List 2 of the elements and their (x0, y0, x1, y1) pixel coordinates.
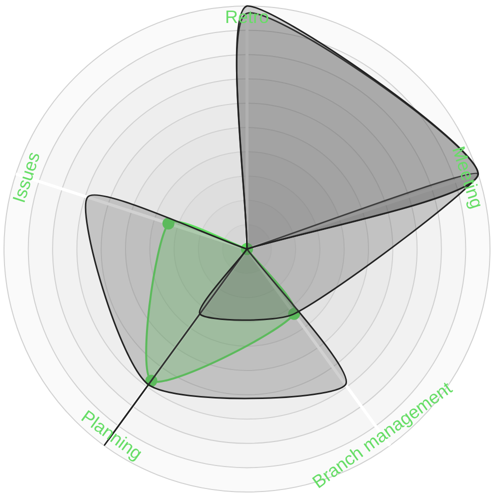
spoke-label: Issues (8, 149, 44, 206)
spoke-label: Meeting (448, 144, 488, 211)
